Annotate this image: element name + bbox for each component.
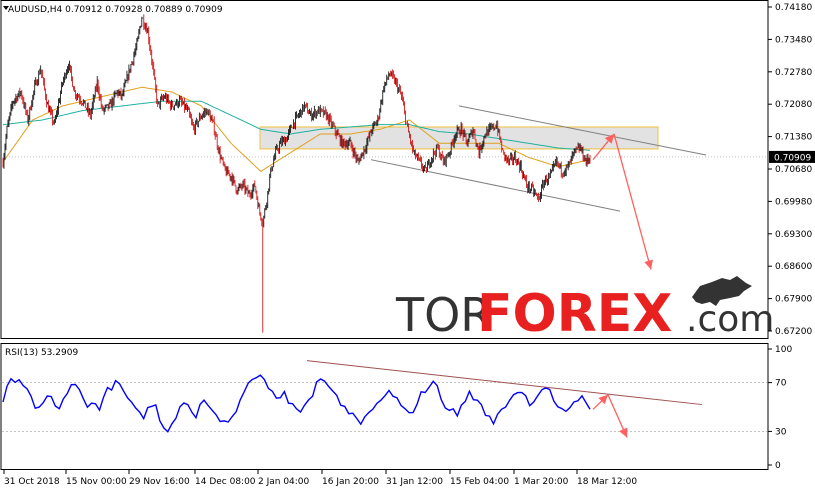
time-tick-label: 15 Nov 00:00 <box>66 477 127 487</box>
rsi-tick-label: 30 <box>775 427 787 437</box>
watermark-tor: TOR <box>395 288 492 342</box>
price-tick-label: 0.73480 <box>775 35 812 45</box>
forecast-down-arrow-head <box>644 259 653 270</box>
last-price-box <box>769 150 815 163</box>
rsi-forecast-up-arrow-head <box>598 394 608 405</box>
price-panel <box>0 0 769 339</box>
price-tick-label: 0.71380 <box>775 133 812 143</box>
time-tick-label: 29 Nov 16:00 <box>129 477 190 487</box>
channel-upper-line <box>458 105 707 156</box>
price-tick-label: 0.72080 <box>775 100 812 110</box>
price-tick-label: 0.74180 <box>775 3 812 13</box>
watermark-forex: FOREX <box>477 284 672 344</box>
time-tick-label: 14 Dec 08:00 <box>195 477 256 487</box>
bull-logo-icon <box>692 276 752 306</box>
time-tick-label: 31 Jan 12:00 <box>386 477 443 487</box>
time-tick-label: 31 Oct 2018 <box>4 477 60 487</box>
time-tick-label: 18 Mar 12:00 <box>577 477 637 487</box>
rsi-panel <box>0 343 769 470</box>
rsi-tick-label: 0 <box>775 461 781 471</box>
price-tick-label: 0.70680 <box>775 165 812 175</box>
ma-slow-line <box>2 100 591 151</box>
time-tick-label: 15 Feb 04:00 <box>450 477 509 487</box>
price-tick-label: 0.69980 <box>775 197 812 207</box>
rsi-header: RSI(13) 53.2909 <box>5 348 78 358</box>
price-tick-label: 0.67200 <box>775 327 812 337</box>
symbol-dropdown-icon[interactable] <box>3 6 9 10</box>
symbol-header: AUDUSD,H4 0.70912 0.70928 0.70889 0.7090… <box>8 5 223 15</box>
channel-lower-line <box>370 159 621 212</box>
price-tick-label: 0.67900 <box>775 295 812 305</box>
rsi-tick-label: 100 <box>775 345 792 355</box>
rsi-tick-label: 70 <box>775 379 787 389</box>
watermark-com: .com <box>686 299 774 340</box>
price-tick-label: 0.69300 <box>775 230 812 240</box>
price-tick-label: 0.72780 <box>775 68 812 78</box>
rsi-trend-line <box>306 360 703 406</box>
price-tick-label: 0.68600 <box>775 262 812 272</box>
forecast-up-arrow-head <box>604 133 614 144</box>
time-tick-label: 2 Jan 04:00 <box>258 477 310 487</box>
last-price-label: 0.70909 <box>774 153 811 163</box>
rsi-forecast-down-arrow-head <box>619 427 628 438</box>
time-tick-label: 16 Jan 20:00 <box>322 477 379 487</box>
forecast-down-arrow <box>613 133 652 270</box>
rsi-line <box>2 374 591 433</box>
time-tick-label: 1 Mar 20:00 <box>514 477 569 487</box>
